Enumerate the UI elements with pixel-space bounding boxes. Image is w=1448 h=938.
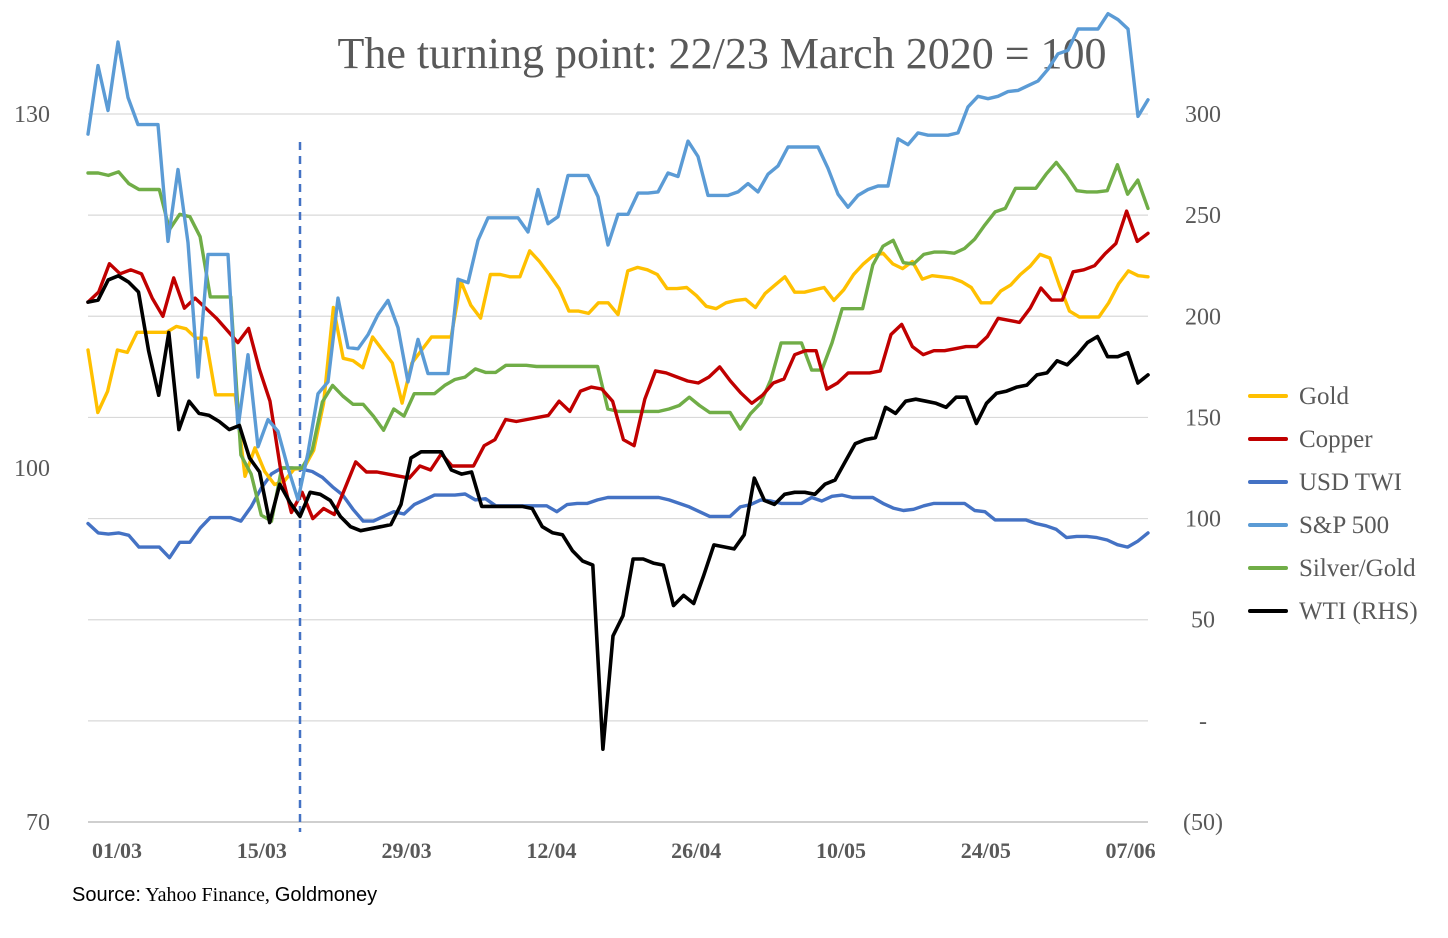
series-layer xyxy=(86,11,1150,752)
legend-label: S&P 500 xyxy=(1299,512,1389,539)
right-tick-label: - xyxy=(1199,709,1207,735)
series-line-silver-gold xyxy=(86,160,1150,523)
series-line-usd-twi xyxy=(86,466,1150,560)
x-tick-label: 26/04 xyxy=(671,838,721,863)
right-tick-label: 100 xyxy=(1185,507,1221,533)
right-tick-label: 250 xyxy=(1185,203,1221,229)
series-line-copper xyxy=(86,209,1150,521)
right-axis: (50) - 50 100 150 200 250 300 xyxy=(1183,102,1223,836)
x-tick-label: 24/05 xyxy=(961,838,1011,863)
left-tick-label: 130 xyxy=(14,102,50,128)
chart-title: The turning point: 22/23 March 2020 = 10… xyxy=(337,29,1106,78)
right-tick-label: (50) xyxy=(1183,810,1223,836)
right-tick-label: 150 xyxy=(1185,405,1221,431)
source-separator: , xyxy=(264,884,270,906)
legend-label: Copper xyxy=(1299,426,1373,453)
right-tick-label: 200 xyxy=(1185,304,1221,330)
source-label: Source: xyxy=(72,884,141,906)
left-tick-label: 70 xyxy=(26,810,50,836)
x-axis: 01/03 15/03 29/03 12/04 26/04 10/05 24/05 07/06 xyxy=(92,838,1156,863)
x-tick-label: 10/05 xyxy=(816,838,866,863)
left-tick-label: 100 xyxy=(14,456,50,482)
right-tick-label: 300 xyxy=(1185,102,1221,128)
legend-label: USD TWI xyxy=(1299,469,1402,496)
x-tick-label: 12/04 xyxy=(526,838,576,863)
source-note: Source: Yahoo Finance, Goldmoney xyxy=(72,884,377,907)
source-extra: Goldmoney xyxy=(274,884,378,906)
series-line-gold xyxy=(86,249,1150,487)
legend-label: Gold xyxy=(1299,383,1350,410)
x-tick-label: 01/03 xyxy=(92,838,142,863)
legend-label: WTI (RHS) xyxy=(1299,598,1418,625)
series-line-s-p-500 xyxy=(86,11,1150,502)
series-line-wti-rhs xyxy=(86,273,1150,752)
x-tick-label: 07/06 xyxy=(1106,838,1156,863)
legend: Gold Copper USD TWI S&P 500 Silver/Gold WTI (… xyxy=(1248,383,1418,625)
legend-label: Silver/Gold xyxy=(1299,555,1416,582)
x-tick-label: 15/03 xyxy=(237,838,287,863)
left-axis: 70 100 130 xyxy=(14,102,50,836)
source-publishers: Yahoo Finance xyxy=(145,884,265,906)
right-tick-label: 50 xyxy=(1191,608,1215,634)
x-tick-label: 29/03 xyxy=(382,838,432,863)
